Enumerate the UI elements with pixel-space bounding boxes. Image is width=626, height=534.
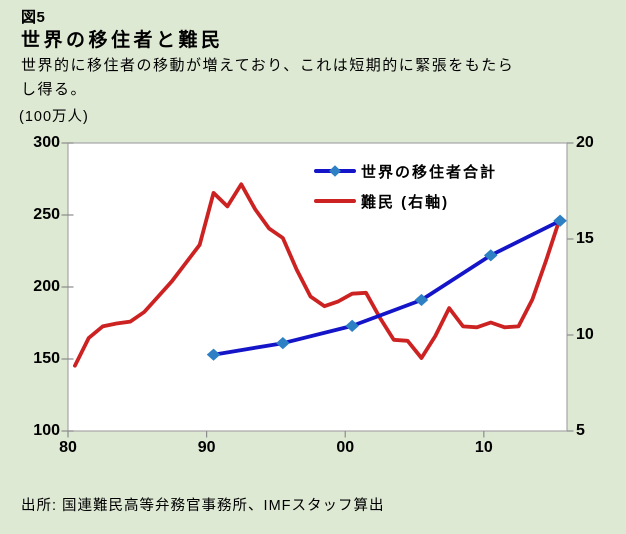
y-axis-right-tick-label: 15 bbox=[576, 230, 594, 247]
x-axis-tick-label: 80 bbox=[59, 439, 77, 456]
y-axis-left-tick-label: 300 bbox=[33, 134, 60, 151]
y-axis-left-tick-label: 200 bbox=[33, 278, 60, 295]
x-axis-tick-label: 90 bbox=[197, 439, 216, 456]
x-axis-tick-label: 00 bbox=[336, 439, 355, 456]
legend: 世界の移住者合計 難民 (右軸) bbox=[314, 162, 497, 222]
migrants-line-swatch-icon bbox=[314, 165, 356, 177]
source-note: 出所: 国連難民高等弁務官事務所、IMFスタッフ算出 bbox=[21, 498, 385, 514]
migrants-marker bbox=[553, 214, 567, 227]
migrants-marker bbox=[414, 293, 429, 307]
left-axis-unit-label: (100万人) bbox=[19, 109, 89, 125]
y-axis-left-tick-label: 100 bbox=[33, 422, 60, 439]
legend-label-migrants: 世界の移住者合計 bbox=[361, 163, 498, 181]
y-axis-left-tick-label: 150 bbox=[33, 350, 60, 367]
migrants-marker bbox=[483, 249, 498, 262]
legend-label-refugees: 難民 (右軸) bbox=[361, 193, 450, 211]
y-axis-right-tick-label: 5 bbox=[576, 422, 585, 439]
figure-subtitle: 世界的に移住者の移動が増えており、これは短期的に緊張をもたら し得る。 bbox=[21, 57, 515, 98]
migrants-marker bbox=[276, 337, 290, 350]
y-axis-left-tick-label: 250 bbox=[33, 206, 60, 223]
x-axis-tick-label: 10 bbox=[474, 439, 493, 456]
refugees-line-swatch-icon bbox=[314, 199, 356, 203]
refugees-line bbox=[73, 182, 562, 368]
migrants-marker bbox=[206, 348, 221, 361]
migrants-marker bbox=[345, 319, 359, 332]
y-axis-right-tick-label: 20 bbox=[576, 134, 594, 151]
figure-number: 図5 bbox=[21, 9, 46, 26]
migrants-line bbox=[211, 218, 562, 357]
y-axis-right-tick-label: 10 bbox=[576, 326, 594, 343]
legend-item-refugees: 難民 (右軸) bbox=[314, 192, 497, 211]
plot-area bbox=[67, 142, 568, 432]
figure-title: 世界の移住者と難民 bbox=[21, 30, 224, 51]
legend-item-migrants: 世界の移住者合計 bbox=[314, 162, 498, 181]
